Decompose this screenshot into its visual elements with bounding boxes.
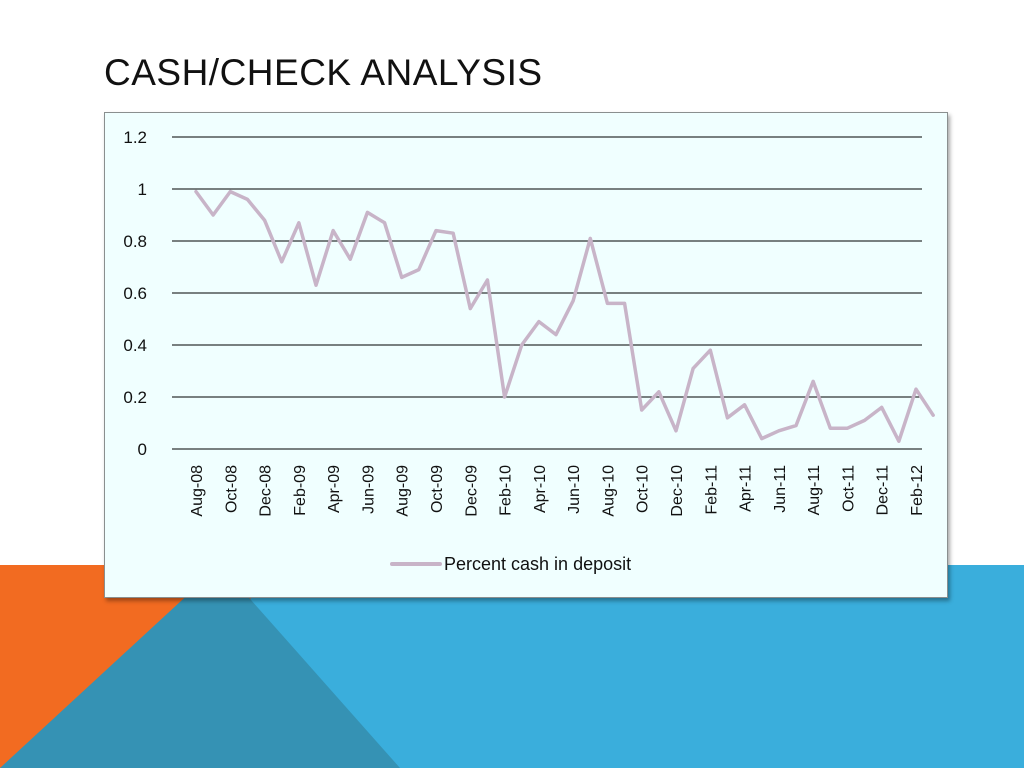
data-point [297, 221, 301, 225]
y-tick-label: 0 [138, 440, 147, 459]
y-tick-label: 0.2 [123, 388, 147, 407]
data-point [520, 343, 524, 347]
gridlines [172, 136, 922, 450]
data-point [931, 413, 935, 417]
y-tick-label: 1.2 [123, 128, 147, 147]
chart-container: 0 0.2 0.4 0.6 0.8 1 1.2 Aug-08 Oct-08 Dec-08 Feb-… [104, 112, 948, 598]
data-point [640, 408, 644, 412]
y-axis-ticks: 0 0.2 0.4 0.6 0.8 1 1.2 [123, 128, 147, 459]
x-tick-label: Apr-11 [738, 465, 755, 512]
x-tick-label: Dec-08 [258, 465, 275, 517]
x-tick-label: Oct-08 [223, 465, 240, 513]
legend: Percent cash in deposit [390, 554, 631, 574]
data-point [211, 213, 215, 217]
data-point [400, 275, 404, 279]
data-point [554, 333, 558, 337]
data-point [280, 260, 284, 264]
series-layer [194, 189, 935, 443]
data-point [314, 283, 318, 287]
data-point [777, 429, 781, 433]
data-point [434, 229, 438, 233]
x-tick-label: Dec-11 [875, 465, 892, 515]
x-tick-label: Jun-10 [566, 465, 583, 514]
x-tick-label: Feb-10 [498, 465, 515, 516]
x-axis-ticks: Aug-08 Oct-08 Dec-08 Feb-09 Apr-09 Jun-09 Aug-… [189, 465, 926, 517]
data-point [263, 218, 267, 222]
x-tick-label: Dec-10 [669, 465, 686, 517]
data-point [760, 437, 764, 441]
x-tick-label: Oct-10 [635, 465, 652, 513]
legend-label: Percent cash in deposit [444, 554, 631, 574]
x-tick-label: Dec-09 [463, 465, 480, 517]
data-point [811, 379, 815, 383]
data-point [623, 301, 627, 305]
x-tick-label: Apr-10 [532, 465, 549, 513]
x-tick-label: Aug-11 [806, 465, 823, 516]
data-point [331, 229, 335, 233]
data-point [451, 231, 455, 235]
y-tick-label: 0.6 [123, 284, 147, 303]
data-point [468, 307, 472, 311]
data-point [914, 387, 918, 391]
data-point [228, 190, 232, 194]
data-point [691, 366, 695, 370]
x-tick-label: Feb-11 [703, 465, 720, 515]
series-line [194, 189, 935, 443]
line-chart: 0 0.2 0.4 0.6 0.8 1 1.2 Aug-08 Oct-08 Dec-08 Feb-… [123, 128, 935, 574]
data-point [725, 416, 729, 420]
data-point [743, 403, 747, 407]
data-point [897, 439, 901, 443]
data-point [383, 221, 387, 225]
data-point [605, 301, 609, 305]
data-point [503, 395, 507, 399]
data-point [571, 299, 575, 303]
data-point [588, 236, 592, 240]
x-tick-label: Oct-09 [429, 465, 446, 513]
x-tick-label: Aug-10 [600, 465, 617, 517]
data-point [845, 426, 849, 430]
data-point [657, 390, 661, 394]
x-tick-label: Feb-12 [909, 465, 926, 516]
background-dark-blue-shape [0, 565, 400, 768]
x-tick-label: Apr-09 [326, 465, 343, 513]
x-tick-label: Jun-11 [772, 465, 789, 513]
data-point [880, 405, 884, 409]
data-point [674, 429, 678, 433]
data-point [537, 320, 541, 324]
data-point [194, 190, 198, 194]
data-point [348, 257, 352, 261]
data-point [863, 418, 867, 422]
x-tick-label: Jun-09 [360, 465, 377, 514]
data-point [708, 348, 712, 352]
data-point [828, 426, 832, 430]
x-tick-label: Feb-09 [292, 465, 309, 516]
y-tick-label: 0.8 [123, 232, 147, 251]
data-point [365, 210, 369, 214]
x-tick-label: Aug-09 [395, 465, 412, 517]
y-tick-label: 1 [138, 180, 147, 199]
y-tick-label: 0.4 [123, 336, 147, 355]
slide-title: CASH/CHECK ANALYSIS [104, 52, 543, 93]
x-tick-label: Oct-11 [840, 465, 857, 512]
data-point [485, 278, 489, 282]
x-tick-label: Aug-08 [189, 465, 206, 517]
data-point [794, 424, 798, 428]
data-point [245, 197, 249, 201]
data-point [417, 268, 421, 272]
